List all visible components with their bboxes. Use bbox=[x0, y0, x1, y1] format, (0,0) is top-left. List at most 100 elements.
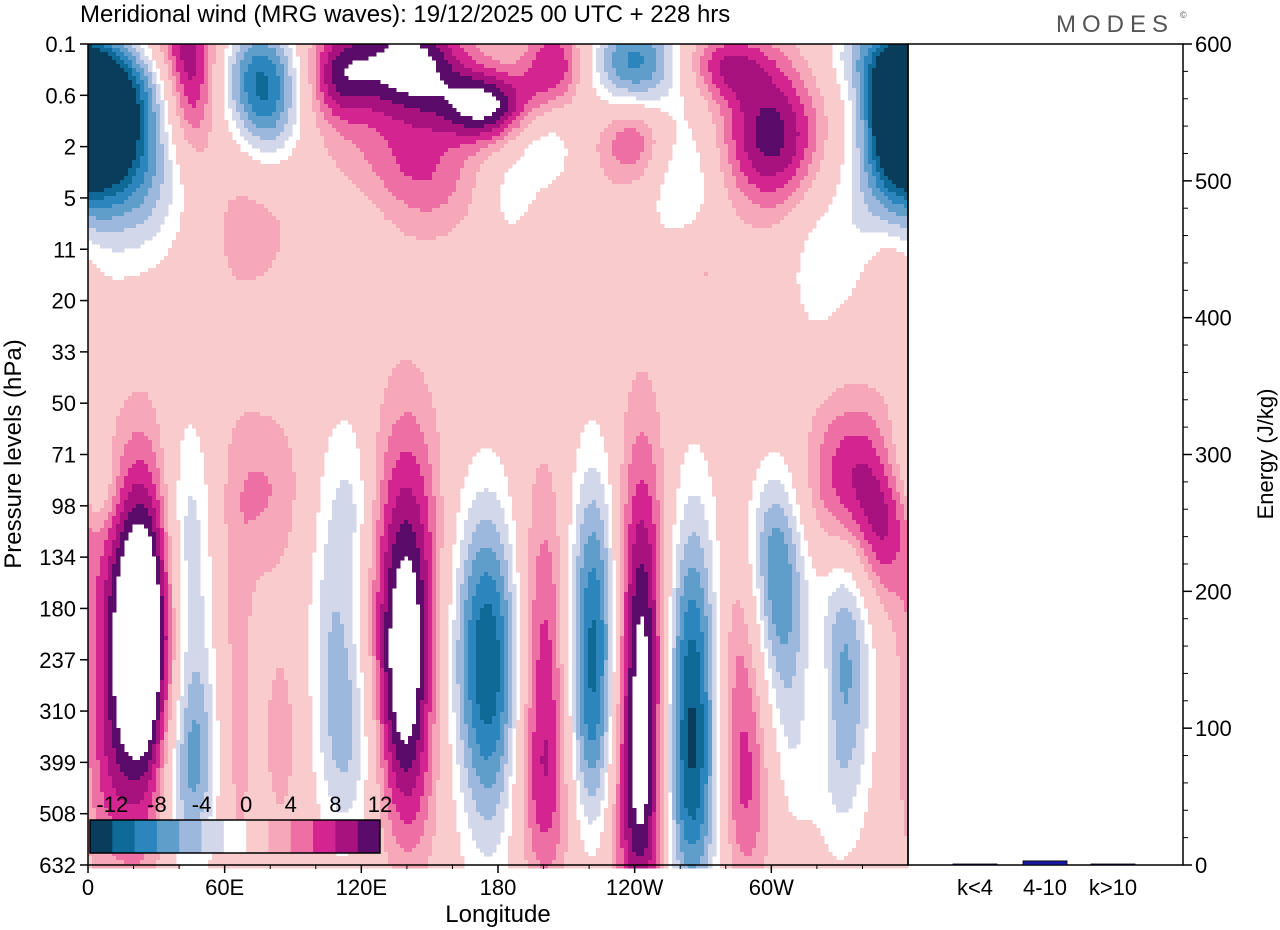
heatmap-cell bbox=[88, 596, 97, 601]
heatmap-cell bbox=[212, 560, 229, 565]
heatmap-cell bbox=[352, 44, 389, 49]
heatmap-cell bbox=[840, 584, 845, 589]
heatmap-cell bbox=[712, 636, 717, 641]
heatmap-cell bbox=[636, 372, 649, 377]
heatmap-cell bbox=[428, 496, 437, 501]
heatmap-cell bbox=[832, 628, 857, 633]
heatmap-cell bbox=[572, 548, 581, 553]
heatmap-cell bbox=[484, 160, 517, 165]
heatmap-cell bbox=[124, 188, 137, 193]
heatmap-cell bbox=[440, 556, 453, 561]
heatmap-cell bbox=[764, 68, 781, 73]
heatmap-cell bbox=[500, 608, 509, 613]
heatmap-cell bbox=[372, 584, 381, 589]
heatmap-cell bbox=[552, 552, 561, 557]
heatmap-cell bbox=[88, 216, 97, 221]
heatmap-cell bbox=[108, 600, 117, 605]
heatmap-cell bbox=[160, 72, 169, 77]
heatmap-cell bbox=[480, 612, 493, 617]
heatmap-cell bbox=[804, 196, 833, 201]
heatmap-cell bbox=[116, 508, 125, 513]
heatmap-cell bbox=[276, 136, 289, 141]
heatmap-cell bbox=[184, 204, 229, 209]
heatmap-cell bbox=[828, 608, 841, 613]
heatmap-cell bbox=[708, 464, 761, 469]
heatmap-cell bbox=[300, 84, 313, 89]
heatmap-cell bbox=[904, 480, 909, 485]
heatmap-cell bbox=[744, 128, 757, 133]
heatmap-cell bbox=[616, 612, 621, 617]
heatmap-cell bbox=[532, 520, 557, 525]
heatmap-cell bbox=[684, 112, 713, 117]
heatmap-cell bbox=[696, 140, 717, 145]
heatmap-cell bbox=[768, 536, 785, 541]
heatmap-cell bbox=[180, 80, 205, 85]
heatmap-cell bbox=[732, 628, 749, 633]
heatmap-cell bbox=[508, 576, 513, 581]
heatmap-cell bbox=[392, 560, 401, 565]
heatmap-cell bbox=[644, 524, 657, 529]
heatmap-cell bbox=[428, 524, 437, 529]
heatmap-cell bbox=[904, 516, 909, 521]
heatmap-cell bbox=[460, 620, 465, 625]
heatmap-cell bbox=[644, 520, 653, 525]
heatmap-cell bbox=[740, 104, 793, 109]
heatmap-cell bbox=[644, 148, 653, 153]
heatmap-cell bbox=[848, 528, 861, 533]
heatmap-cell bbox=[208, 512, 225, 517]
heatmap-cell bbox=[420, 604, 425, 609]
heatmap-cell bbox=[108, 620, 113, 625]
heatmap-cell bbox=[208, 136, 233, 141]
heatmap-cell bbox=[528, 628, 533, 633]
heatmap-cell bbox=[708, 568, 713, 573]
heatmap-cell bbox=[684, 588, 705, 593]
heatmap-cell bbox=[884, 48, 909, 53]
heatmap-cell bbox=[428, 612, 433, 617]
heatmap-cell bbox=[88, 356, 909, 361]
heatmap-cell bbox=[184, 184, 357, 189]
heatmap-cell bbox=[676, 592, 685, 597]
heatmap-cell bbox=[224, 492, 241, 497]
heatmap-cell bbox=[800, 520, 821, 525]
heatmap-cell bbox=[644, 480, 657, 485]
heatmap-cell bbox=[160, 560, 165, 565]
heatmap-cell bbox=[456, 580, 465, 585]
heatmap-cell bbox=[772, 80, 793, 85]
heatmap-cell bbox=[532, 60, 569, 65]
heatmap-cell bbox=[580, 544, 585, 549]
heatmap-cell bbox=[704, 560, 713, 565]
heatmap-cell bbox=[884, 500, 897, 505]
heatmap-cell bbox=[240, 48, 249, 53]
heatmap-cell bbox=[824, 504, 845, 509]
heatmap-cell bbox=[428, 444, 441, 449]
heatmap-cell bbox=[136, 156, 141, 161]
heatmap-cell bbox=[384, 400, 433, 405]
heatmap-cell bbox=[152, 540, 157, 545]
heatmap-cell bbox=[800, 588, 809, 593]
heatmap-cell bbox=[396, 420, 417, 425]
heatmap-cell bbox=[528, 636, 533, 641]
heatmap-cell bbox=[428, 388, 633, 393]
heatmap-cell bbox=[564, 72, 573, 77]
heatmap-cell bbox=[164, 596, 169, 601]
heatmap-cell bbox=[884, 584, 909, 589]
heatmap-cell bbox=[628, 544, 633, 549]
heatmap-cell bbox=[720, 584, 753, 589]
heatmap-cell bbox=[392, 100, 449, 105]
heatmap-cell bbox=[440, 576, 453, 581]
heatmap-cell bbox=[200, 92, 209, 97]
heatmap-cell bbox=[424, 540, 433, 545]
heatmap-cell bbox=[756, 120, 785, 125]
heatmap-cell bbox=[112, 44, 125, 49]
heatmap-cell bbox=[384, 512, 393, 517]
heatmap-cell bbox=[808, 132, 817, 137]
heatmap-cell bbox=[880, 176, 889, 181]
heatmap-cell bbox=[808, 168, 821, 173]
heatmap-cell bbox=[572, 544, 581, 549]
heatmap-cell bbox=[904, 484, 909, 489]
heatmap-cell bbox=[112, 564, 121, 569]
heatmap-cell bbox=[444, 544, 453, 549]
heatmap-cell bbox=[864, 56, 873, 61]
heatmap-cell bbox=[832, 592, 853, 597]
heatmap-cell bbox=[172, 560, 181, 565]
